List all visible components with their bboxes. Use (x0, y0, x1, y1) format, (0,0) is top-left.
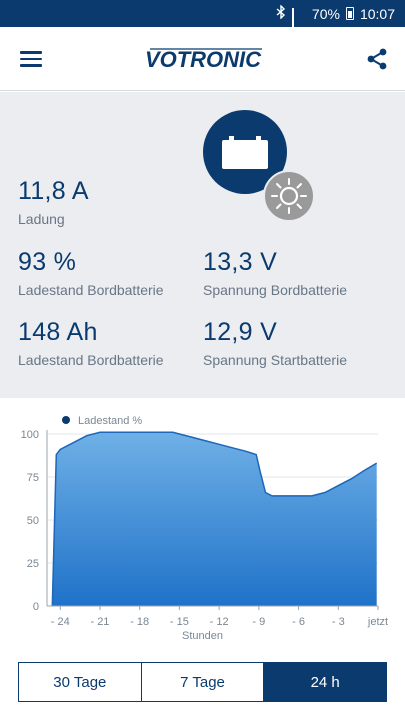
x-tick-label: - 9 (252, 616, 265, 628)
bluetooth-icon (276, 4, 286, 22)
series-area (52, 432, 377, 606)
y-tick-label: 100 (21, 429, 39, 441)
status-bar: 70% 10:07 (0, 0, 405, 35)
metric-label: Spannung Startbatterie (203, 352, 347, 368)
metric-label: Spannung Bordbatterie (203, 282, 347, 298)
clock: 10:07 (359, 5, 395, 22)
y-tick-label: 75 (27, 472, 39, 484)
sun-icon (271, 178, 307, 214)
x-tick-label: - 3 (332, 616, 345, 628)
battery-status-badge (203, 110, 287, 194)
metric-label: Ladestand Bordbatterie (18, 282, 164, 298)
x-tick-label: - 6 (292, 616, 305, 628)
battery-percent: 70% (311, 5, 340, 22)
y-tick-label: 50 (27, 515, 39, 527)
metric-value: 93 % (18, 248, 77, 276)
x-tick-label: - 15 (170, 616, 189, 628)
metric-value: 12,9 V (203, 318, 278, 346)
signal-icon (291, 7, 306, 35)
votronic-logo: VOTRONIC (145, 47, 262, 72)
charge-chart[interactable]: 100 75 50 25 0 - 24 - 21 - 18 - 15 - 12 - 9 - 6 - 3 j… (0, 398, 405, 652)
x-tick-label: jetzt (367, 616, 388, 628)
metrics-panel: 11,8 A Ladung 93 % Ladestand Bordbatteri… (0, 92, 405, 398)
legend-label: Ladestand % (78, 415, 142, 427)
x-tick-label: - 24 (51, 616, 70, 628)
metric-spannung-bord: 13,3 V Spannung Bordbatterie (203, 248, 347, 298)
share-icon[interactable] (365, 47, 389, 71)
metric-value: 148 Ah (18, 318, 98, 346)
y-tick-label: 25 (27, 558, 39, 570)
metric-spannung-start: 12,9 V Spannung Startbatterie (203, 318, 347, 368)
car-battery-icon (222, 136, 268, 169)
metric-ladestand-percent: 93 % Ladestand Bordbatterie (18, 248, 164, 298)
solar-badge (263, 170, 315, 222)
tab-24-h[interactable]: 24 h (264, 663, 387, 701)
x-axis-title: Stunden (182, 630, 223, 642)
status-icons: 70% 10:07 (276, 4, 395, 35)
metric-ladestand-ah: 148 Ah Ladestand Bordbatterie (18, 318, 164, 368)
legend-marker (62, 416, 70, 424)
hamburger-menu-icon[interactable] (20, 51, 42, 67)
metric-value: 13,3 V (203, 248, 278, 276)
tab-7-tage[interactable]: 7 Tage (142, 663, 265, 701)
chart-svg: 100 75 50 25 0 - 24 - 21 - 18 - 15 - 12 - 9 - 6 - 3 j… (21, 415, 388, 642)
x-tick-label: - 12 (210, 616, 229, 628)
tab-30-tage[interactable]: 30 Tage (19, 663, 142, 701)
metric-ladung: 11,8 A Ladung (18, 177, 89, 227)
series-line (51, 431, 378, 607)
time-range-tabs: 30 Tage 7 Tage 24 h (18, 662, 387, 702)
battery-icon (345, 7, 354, 20)
metric-value: 11,8 A (18, 177, 89, 205)
x-tick-label: - 21 (90, 616, 109, 628)
svg-text:VOTRONIC: VOTRONIC (145, 47, 262, 72)
app-bar: VOTRONIC (0, 27, 405, 91)
y-tick-label: 0 (33, 601, 39, 613)
x-tick-label: - 18 (130, 616, 149, 628)
metric-label: Ladung (18, 211, 65, 227)
metric-label: Ladestand Bordbatterie (18, 352, 164, 368)
